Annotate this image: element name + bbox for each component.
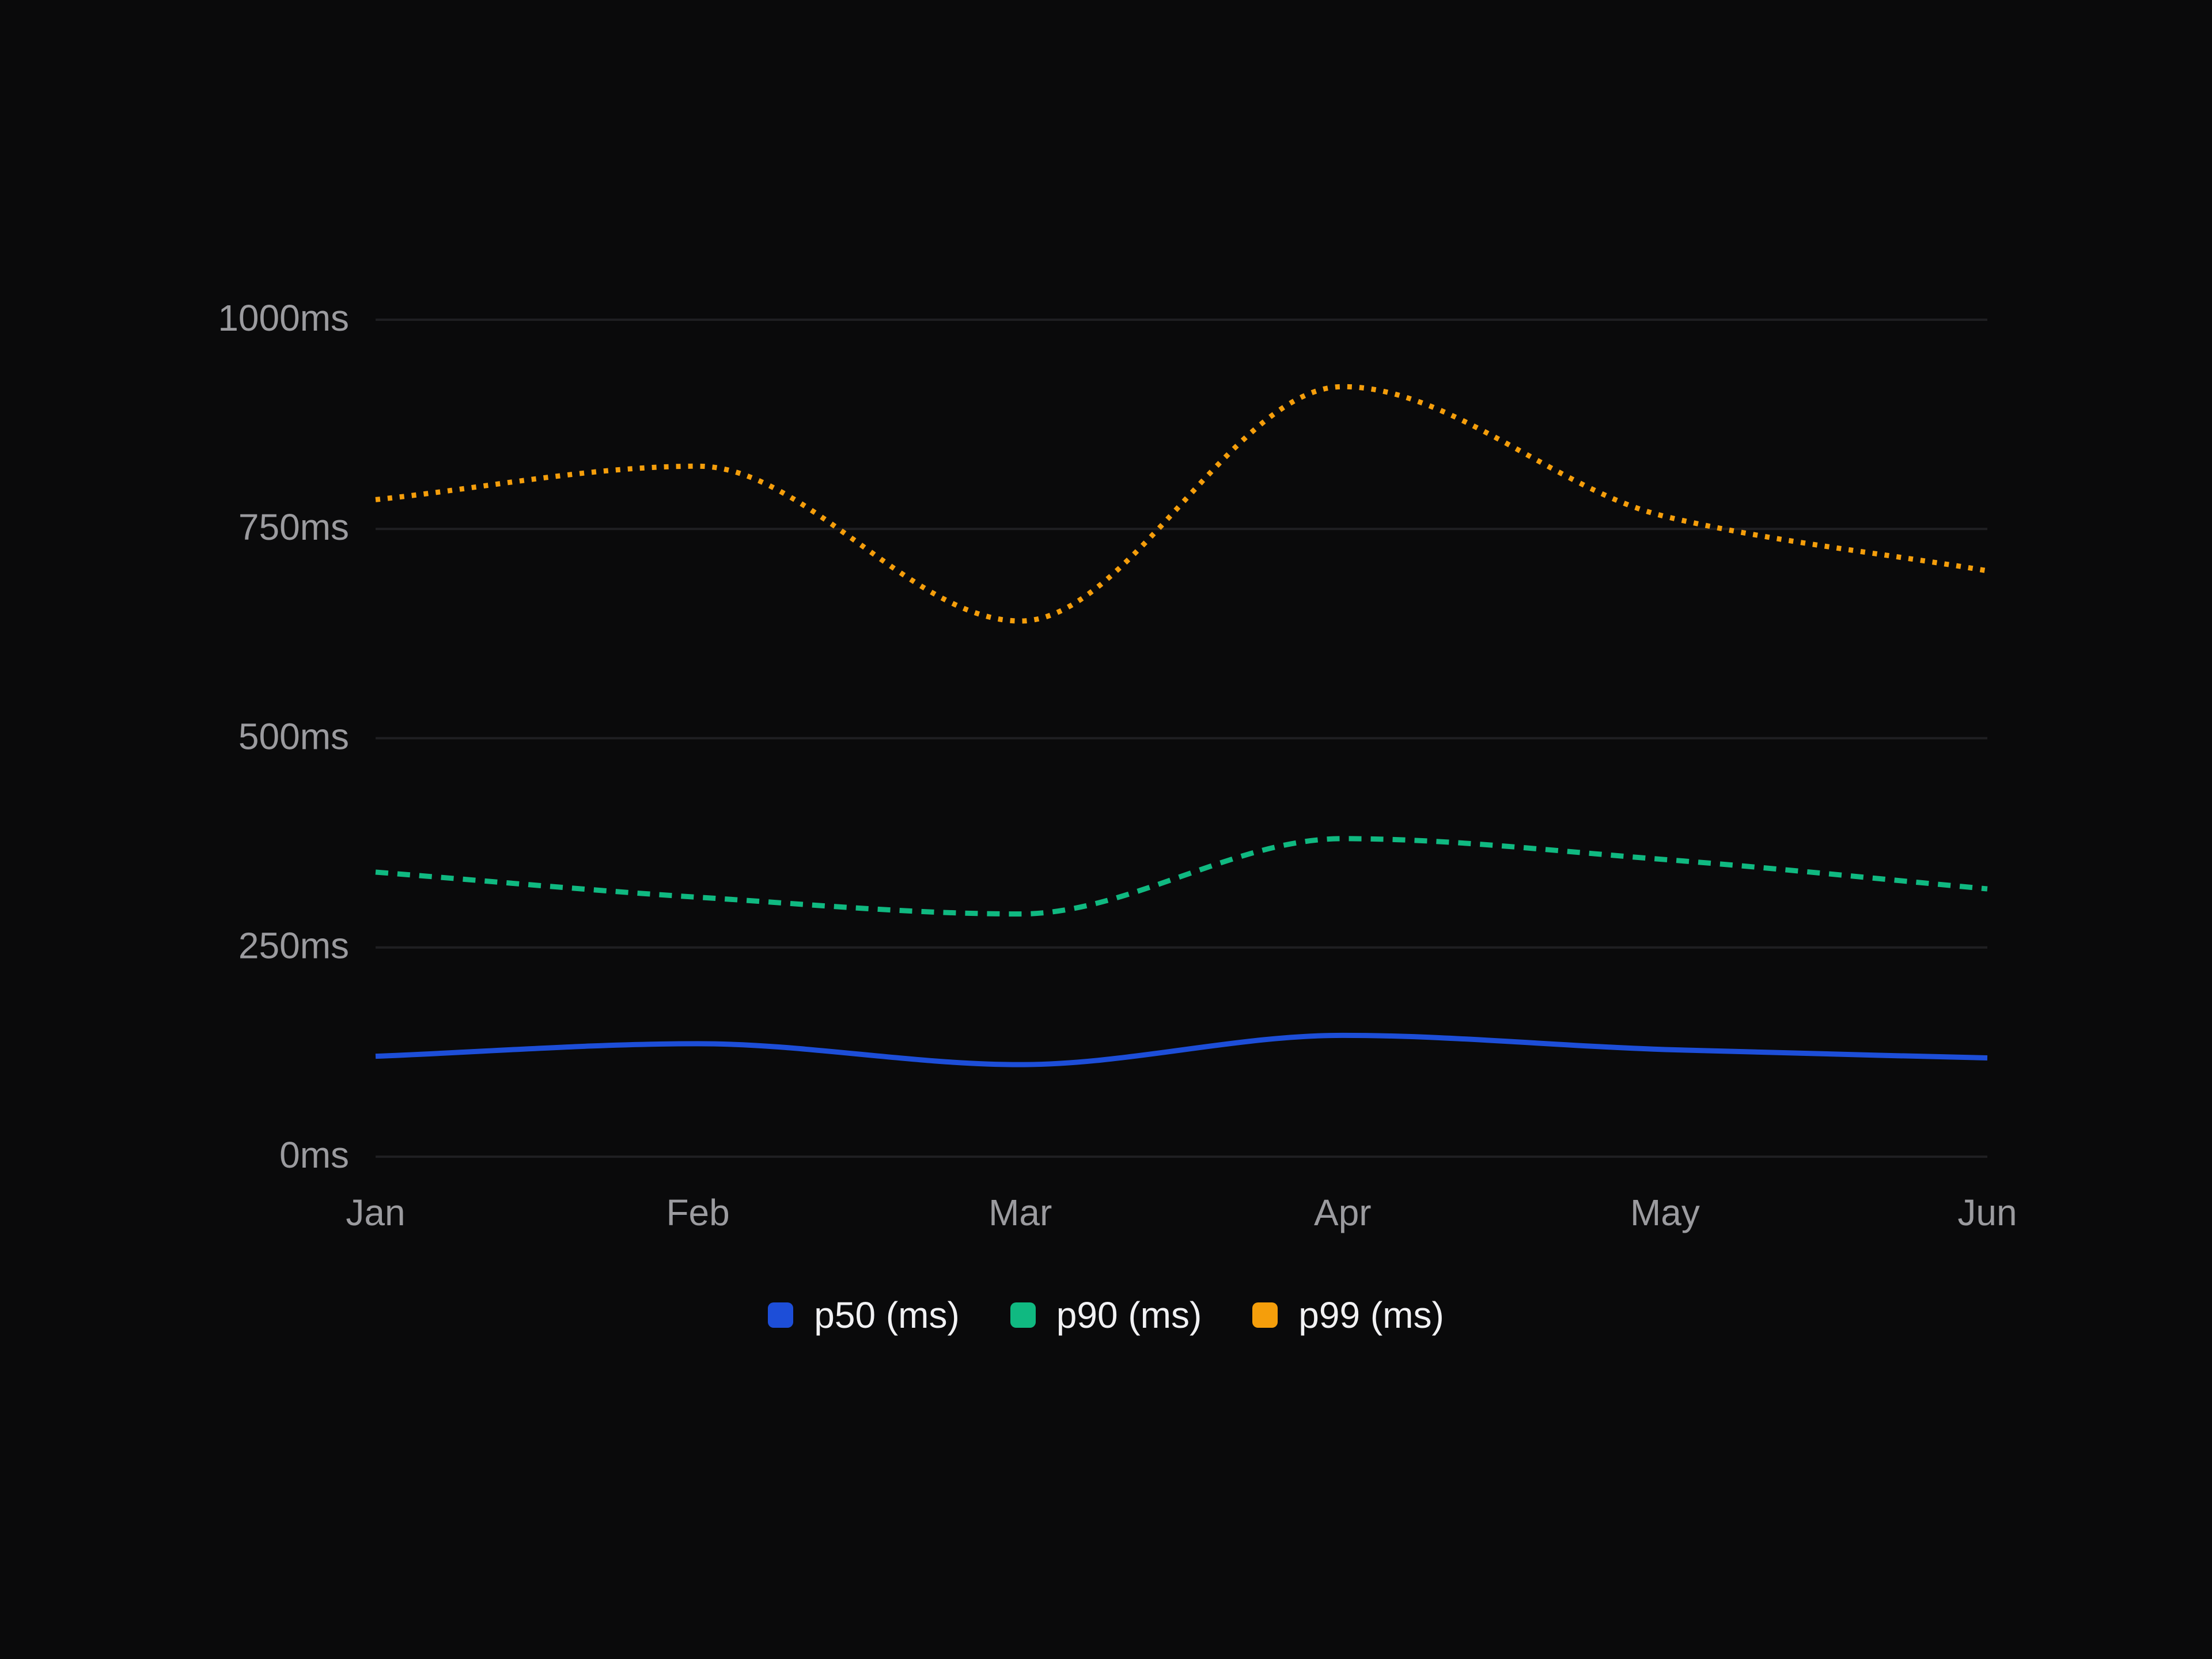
x-tick-label: Feb bbox=[666, 1192, 729, 1233]
x-tick-label: Apr bbox=[1314, 1192, 1372, 1233]
legend-item-p90[interactable]: p90 (ms) bbox=[1010, 1297, 1202, 1334]
y-tick-label: 1000ms bbox=[218, 297, 349, 339]
legend-label-p50: p50 (ms) bbox=[814, 1294, 960, 1336]
legend-swatch-p90 bbox=[1010, 1302, 1036, 1328]
x-tick-label: Jun bbox=[1957, 1192, 2017, 1233]
x-axis-tick-labels: Jan Feb Mar Apr May Jun bbox=[346, 1192, 2017, 1233]
legend-label-p90: p90 (ms) bbox=[1056, 1294, 1202, 1336]
legend-swatch-p99 bbox=[1252, 1302, 1278, 1328]
legend-item-p50[interactable]: p50 (ms) bbox=[768, 1297, 960, 1334]
y-tick-label: 500ms bbox=[238, 715, 349, 757]
x-tick-label: Mar bbox=[988, 1192, 1052, 1233]
series-line-p99[interactable] bbox=[375, 384, 1988, 624]
legend-label-p99: p99 (ms) bbox=[1298, 1294, 1444, 1336]
series-line-p90[interactable] bbox=[375, 836, 1988, 917]
gridlines bbox=[376, 319, 1987, 1158]
y-tick-label: 0ms bbox=[279, 1134, 349, 1176]
series-lines bbox=[375, 384, 1988, 1067]
y-tick-label: 250ms bbox=[238, 925, 349, 967]
legend-swatch-p50 bbox=[768, 1302, 794, 1328]
x-tick-label: Jan bbox=[346, 1192, 405, 1233]
series-line-p50[interactable] bbox=[375, 1032, 1988, 1067]
y-tick-label: 750ms bbox=[238, 506, 349, 548]
x-tick-label: May bbox=[1630, 1192, 1700, 1233]
legend-item-p99[interactable]: p99 (ms) bbox=[1252, 1297, 1444, 1334]
y-axis-tick-labels: 0ms 250ms 500ms 750ms 1000ms bbox=[218, 297, 349, 1176]
chart-legend: p50 (ms) p90 (ms) p99 (ms) bbox=[0, 1289, 2212, 1341]
